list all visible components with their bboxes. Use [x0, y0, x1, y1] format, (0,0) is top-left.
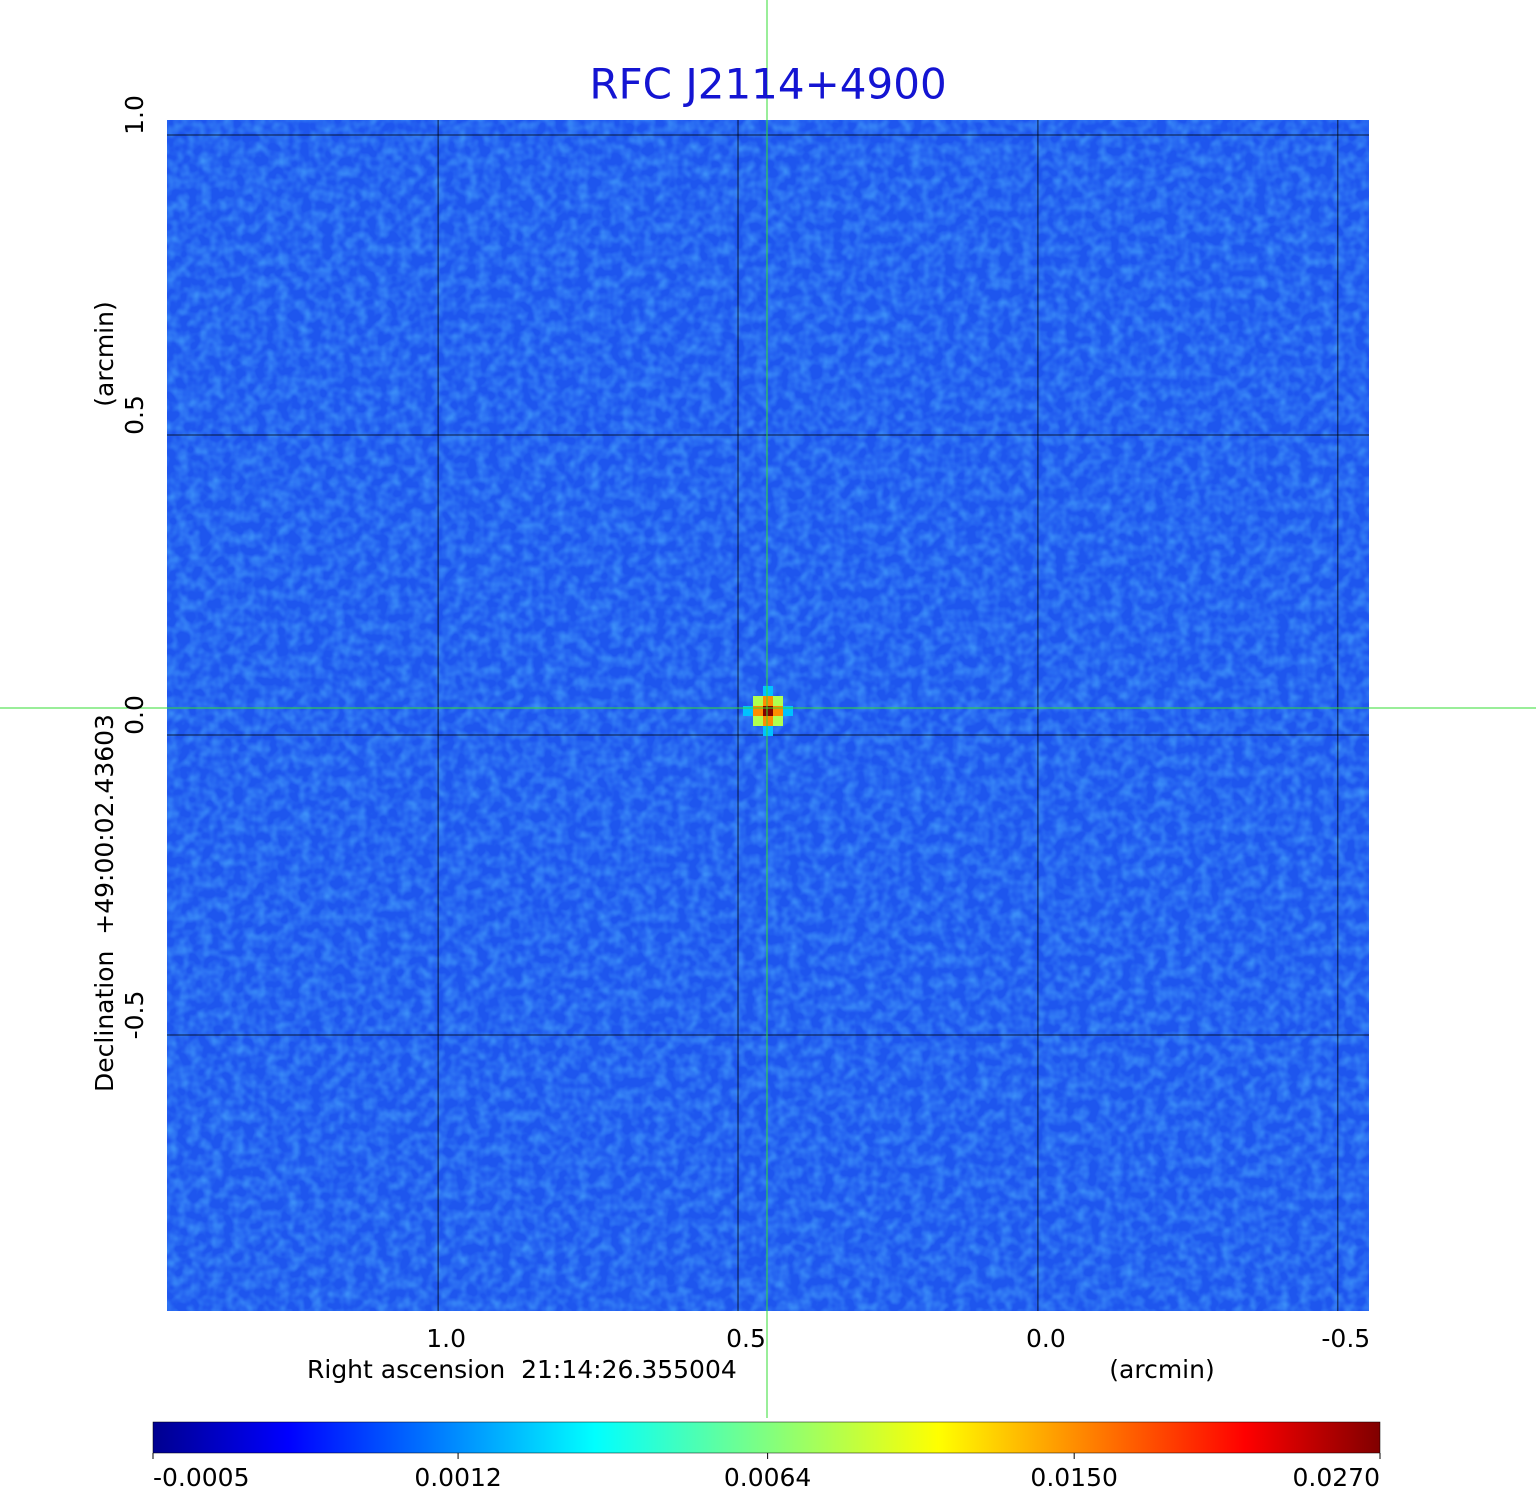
source-peak: [763, 706, 773, 716]
x-tick-label: 0.0: [1026, 1324, 1066, 1353]
halo-pixel: [763, 686, 773, 696]
halo-pixel: [753, 706, 763, 716]
halo-pixel: [743, 706, 753, 716]
y-tick-label: 1.0: [120, 95, 149, 135]
colorbar-tick-label: -0.0005: [153, 1463, 250, 1492]
chart-title: RFC J2114+4900: [589, 60, 946, 109]
halo-pixel: [753, 696, 763, 706]
halo-pixel: [753, 716, 763, 726]
halo-pixel: [763, 716, 773, 726]
colorbar-tick-label: 0.0064: [724, 1463, 811, 1492]
colorbar-tick-label: 0.0150: [1030, 1463, 1117, 1492]
x-tick-label: 0.5: [726, 1324, 766, 1353]
colorbar: [152, 1421, 1381, 1454]
halo-pixel: [783, 706, 793, 716]
colorbar-tick-label: 0.0012: [414, 1463, 501, 1492]
y-tick-label: -0.5: [120, 991, 149, 1040]
y-axis-label: Declination +49:00:02.43603: [90, 714, 119, 1092]
x-axis-label: Right ascension 21:14:26.355004: [307, 1355, 737, 1384]
colorbar-tick-label: 0.0270: [1293, 1463, 1380, 1492]
x-axis-unit: (arcmin): [1109, 1355, 1214, 1384]
halo-pixel: [773, 706, 783, 716]
y-tick-label: 0.5: [120, 395, 149, 435]
halo-pixel: [773, 696, 783, 706]
x-tick-label: -0.5: [1321, 1324, 1370, 1353]
y-tick-label: 0.0: [120, 695, 149, 735]
halo-pixel: [763, 726, 773, 736]
sources: [743, 686, 793, 736]
x-tick-label: 1.0: [426, 1324, 466, 1353]
halo-pixel: [763, 696, 773, 706]
halo-pixel: [773, 716, 783, 726]
y-axis-unit: (arcmin): [90, 301, 119, 406]
